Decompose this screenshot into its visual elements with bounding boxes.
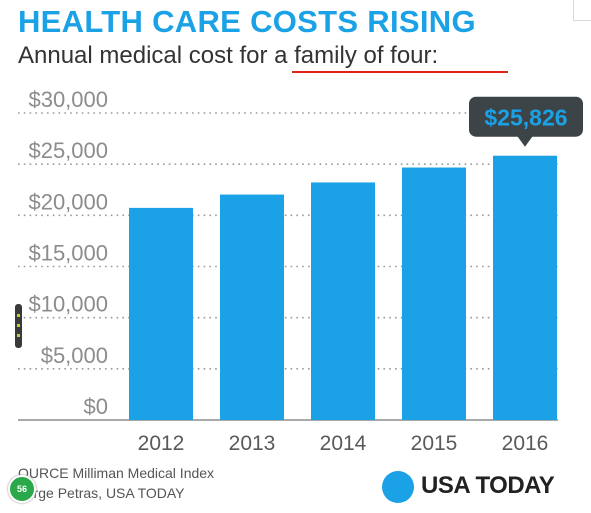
y-tick-label: $25,000: [28, 138, 108, 163]
notification-badge[interactable]: 56: [8, 475, 36, 503]
y-tick-label: $0: [84, 394, 108, 419]
x-tick-label: 2013: [229, 432, 276, 455]
x-tick-label: 2016: [502, 432, 549, 455]
handle-grip-dot: [17, 324, 20, 327]
source-line: OURCE Milliman Medical Index: [18, 465, 215, 481]
x-tick-label: 2012: [138, 432, 185, 455]
y-tick-label: $30,000: [28, 87, 108, 112]
edge-divider-horizontal: [573, 20, 591, 21]
y-tick-label: $10,000: [28, 292, 108, 317]
usa-today-wordmark: USA TODAY: [421, 472, 555, 499]
callout-value-label: $25,826: [484, 105, 567, 131]
bar: [129, 207, 193, 420]
chart-subtitle: Annual medical cost for a family of four…: [18, 42, 439, 69]
subtitle-underline: [292, 71, 508, 73]
drag-handle[interactable]: [15, 304, 22, 348]
handle-grip-dot: [17, 314, 20, 317]
usa-today-logo-dot: [382, 471, 414, 503]
bar: [220, 194, 284, 420]
credit-line: eorge Petras, USA TODAY: [18, 485, 185, 501]
bar: [311, 182, 375, 420]
y-tick-label: $15,000: [28, 241, 108, 266]
y-tick-label: $5,000: [41, 343, 108, 368]
x-tick-label: 2014: [320, 432, 367, 455]
y-tick-label: $20,000: [28, 189, 108, 214]
source-credit: OURCE Milliman Medical Index eorge Petra…: [18, 463, 214, 503]
handle-grip-dot: [17, 334, 20, 337]
x-tick-label: 2015: [411, 432, 458, 455]
infographic-frame: [8, 0, 573, 513]
callout-box: [469, 96, 583, 137]
bar: [493, 155, 557, 420]
chart-title: HEALTH CARE COSTS RISING: [18, 4, 476, 39]
edge-divider: [573, 0, 574, 20]
bar: [402, 167, 466, 420]
callout-pointer: [517, 135, 533, 147]
